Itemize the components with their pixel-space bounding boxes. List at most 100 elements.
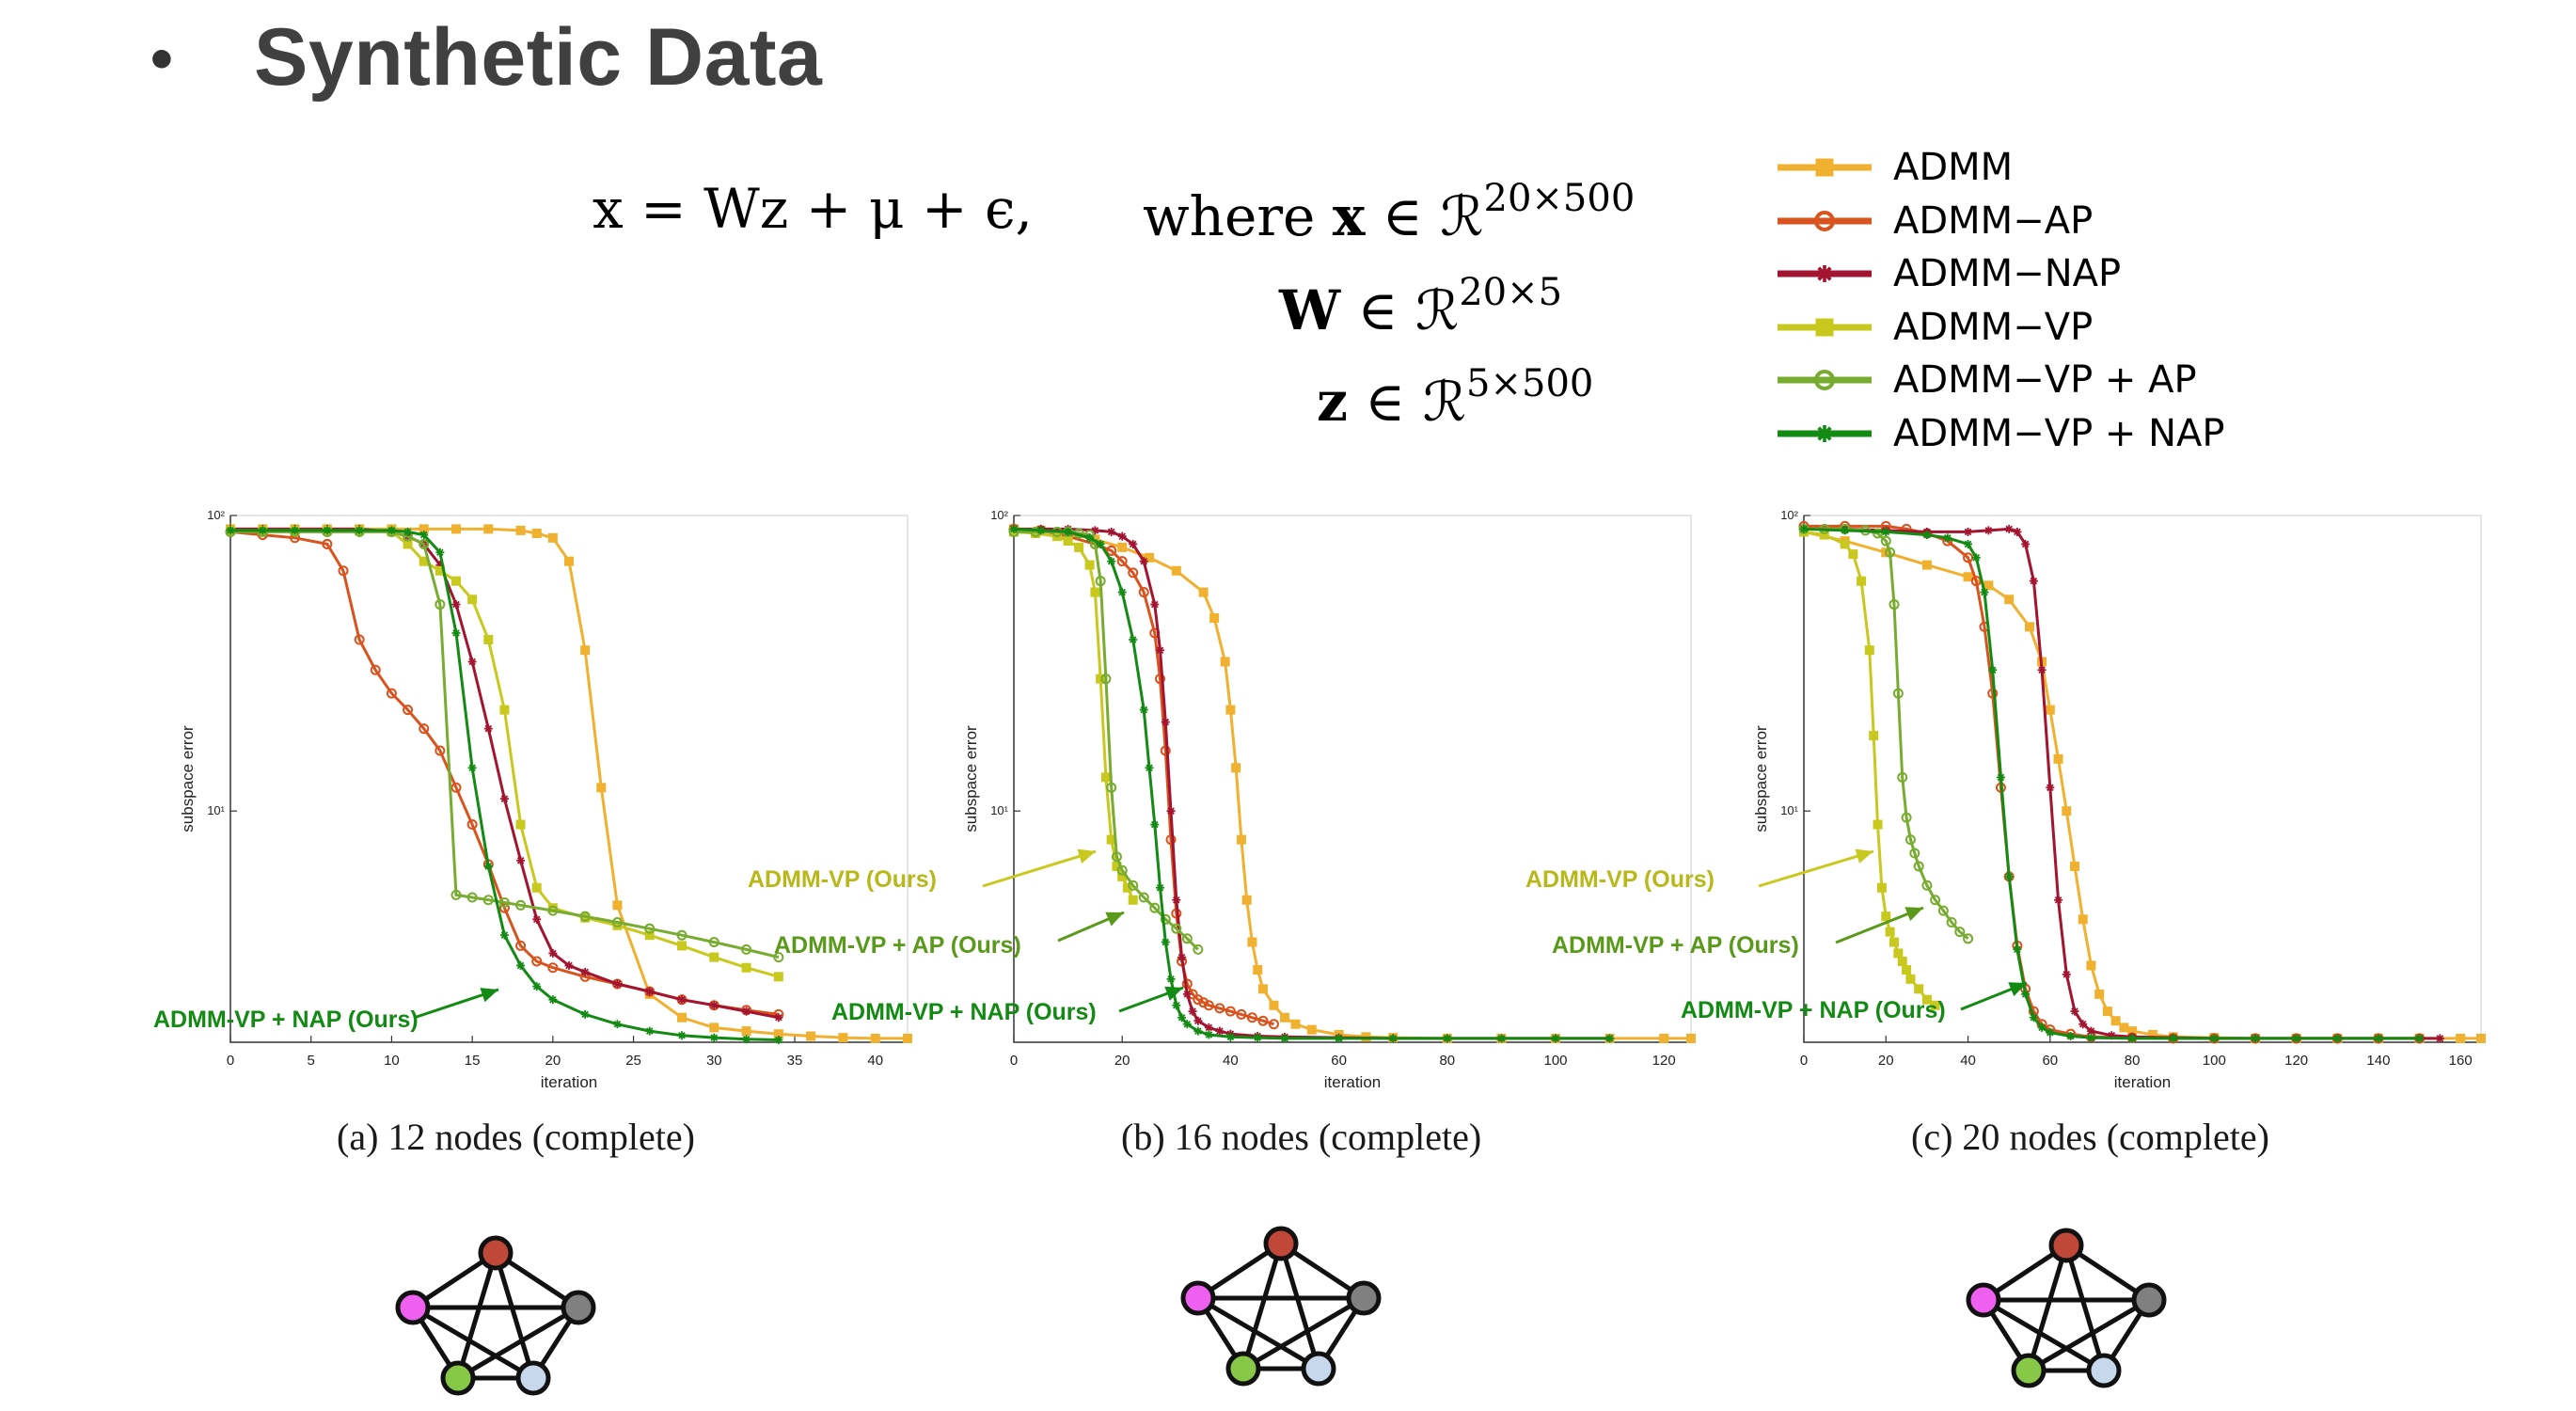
graph-node [440,1360,476,1396]
slide-title: Synthetic Data [254,12,823,103]
data-point [2070,1007,2079,1016]
x-tick-label: 20 [1114,1053,1130,1069]
data-point [2456,1033,2466,1043]
graph-node [2086,1353,2122,1388]
data-point [1605,1034,1615,1043]
data-point [1443,1034,1452,1043]
data-point [1996,772,2005,782]
data-point [531,882,542,893]
data-point [1253,965,1263,975]
data-point [1090,587,1100,597]
data-point [612,900,623,911]
data-point [515,819,526,830]
where-word: where [1143,184,1316,248]
data-point [774,1036,783,1045]
data-point [596,783,607,793]
slide-heading: • Synthetic Data [150,11,822,104]
data-point [1857,576,1867,586]
data-point [2046,783,2055,792]
data-point [2435,1034,2444,1043]
x-tick-label: 20 [545,1053,561,1069]
data-point [1177,1013,1187,1023]
data-point [1100,674,1112,685]
series-admm-vp-nap [1009,524,1615,1043]
data-point [1225,1006,1236,1017]
data-point [516,960,526,970]
x-tick-label: 15 [465,1053,481,1069]
data-point [1156,883,1165,893]
data-point [1161,938,1170,947]
data-point [1257,1015,1269,1026]
data-point [742,1007,751,1016]
data-point [1145,763,1154,772]
data-point [1954,927,1966,938]
data-point [2066,1032,2076,1041]
graph-node [2011,1353,2047,1388]
data-point [1897,771,1908,783]
data-point [1107,527,1116,536]
graph-node [478,1235,514,1271]
data-point [1904,834,1916,846]
data-point [1117,542,1128,552]
real-space-symbol: ℛ [1422,370,1467,434]
network-graph-3 [1966,1228,2167,1388]
data-point [1988,665,1998,674]
data-point [515,940,527,951]
data-point [709,952,719,962]
graph-node [1966,1282,2001,1318]
data-point [515,899,527,911]
series-admm-vp-nap [1799,524,2425,1043]
data-point [2053,753,2063,764]
data-point [1551,1034,1560,1043]
series-line [1803,527,2420,1040]
data-point [1686,1033,1696,1043]
data-point [258,526,267,535]
data-point [419,531,429,540]
legend-entry-admm: ADMM [1773,141,2225,195]
data-point [1193,1026,1203,1036]
legend-swatch-admm-vp-ap [1778,370,1872,391]
legend-entry-admm-vp-ap: ADMM−VP + AP [1773,354,2225,407]
data-point [1161,718,1170,727]
data-point [806,1031,816,1041]
data-point [709,1023,719,1033]
data-point [1145,552,1154,563]
data-point [1172,896,1181,905]
data-point [1280,1012,1289,1023]
series-admm-nap [1799,524,2444,1043]
data-point [1659,1033,1669,1043]
data-point [451,524,461,534]
series-line [230,529,779,1041]
series-admm-vp-ap [225,526,784,963]
data-point [1892,688,1904,699]
legend-swatch-admm-ap [1778,210,1872,231]
legend-label-admm-vp-nap: ADMM−VP + NAP [1893,411,2225,455]
data-point [2021,539,2031,548]
x-tick-label: 30 [706,1053,722,1069]
data-point [1220,657,1230,667]
data-point [2209,1034,2219,1043]
data-point [741,962,751,973]
data-point [1084,560,1095,570]
data-point [1268,1019,1279,1030]
data-point [564,556,574,566]
arrow-head [480,988,498,1003]
data-point [403,527,413,536]
data-point [1116,556,1128,567]
data-point [1269,1000,1279,1010]
network-graph-2 [1180,1226,1382,1387]
data-point [1193,1016,1203,1025]
data-point [1171,923,1182,934]
data-point [531,956,543,967]
series-line [1804,527,1969,940]
data-point [612,979,622,989]
graph-node [515,1360,551,1396]
data-point [451,628,461,638]
data-point [483,862,493,871]
data-point [1914,984,1924,994]
legend-marker-star [1816,265,1833,283]
graph-node [1263,1226,1299,1261]
data-point [2054,896,2063,905]
data-point [1117,588,1127,597]
data-point [580,967,590,976]
